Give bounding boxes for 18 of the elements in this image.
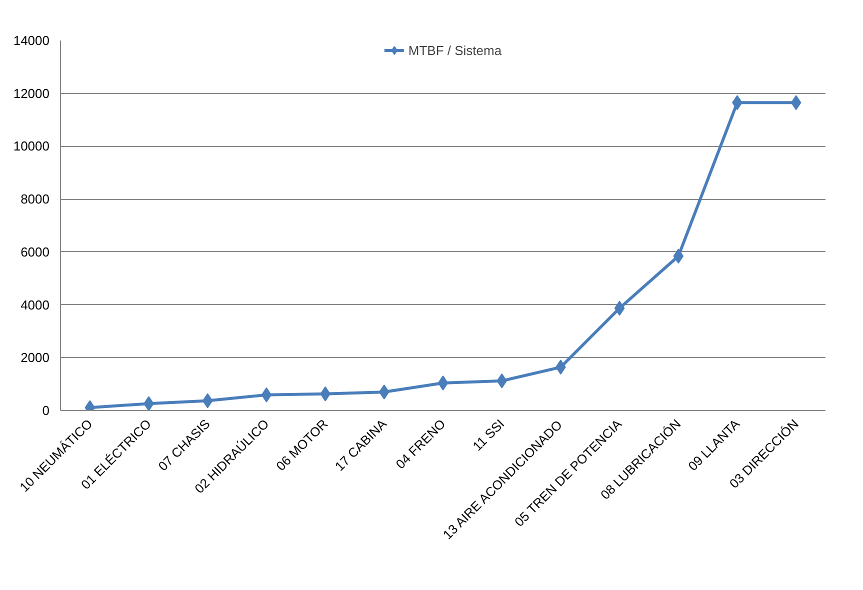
point	[261, 387, 272, 402]
point	[496, 373, 508, 388]
y-tick-label: 12000	[13, 86, 50, 101]
point	[378, 384, 390, 400]
y-tick-label: 4000	[20, 297, 50, 312]
point	[438, 376, 448, 391]
y-tick-label: 2000	[20, 350, 50, 366]
legend-label: MTBF / Sistema	[408, 42, 502, 58]
point	[790, 95, 802, 110]
point	[144, 396, 154, 410]
y-tick-label: 0	[42, 403, 50, 418]
point	[673, 248, 684, 264]
y-tick-label: 6000	[20, 244, 50, 260]
y-tick-label: 10000	[13, 138, 50, 154]
point	[614, 300, 625, 316]
point	[202, 393, 213, 408]
y-tick-label: 14000	[13, 33, 50, 48]
y-tick-label: 8000	[20, 192, 50, 207]
